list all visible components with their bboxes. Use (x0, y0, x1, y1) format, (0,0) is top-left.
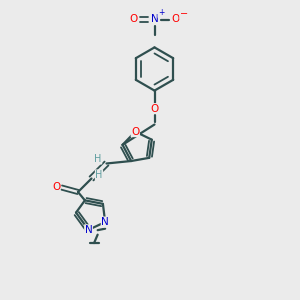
Text: O: O (129, 14, 138, 25)
Text: N: N (85, 225, 92, 235)
Text: N: N (101, 217, 109, 227)
Text: O: O (52, 182, 60, 193)
Text: O: O (171, 14, 180, 25)
Text: H: H (94, 154, 102, 164)
Text: O: O (131, 127, 140, 136)
Text: −: − (180, 9, 188, 19)
Text: O: O (150, 103, 159, 114)
Text: H: H (95, 170, 103, 180)
Text: +: + (158, 8, 164, 17)
Text: N: N (151, 14, 158, 25)
